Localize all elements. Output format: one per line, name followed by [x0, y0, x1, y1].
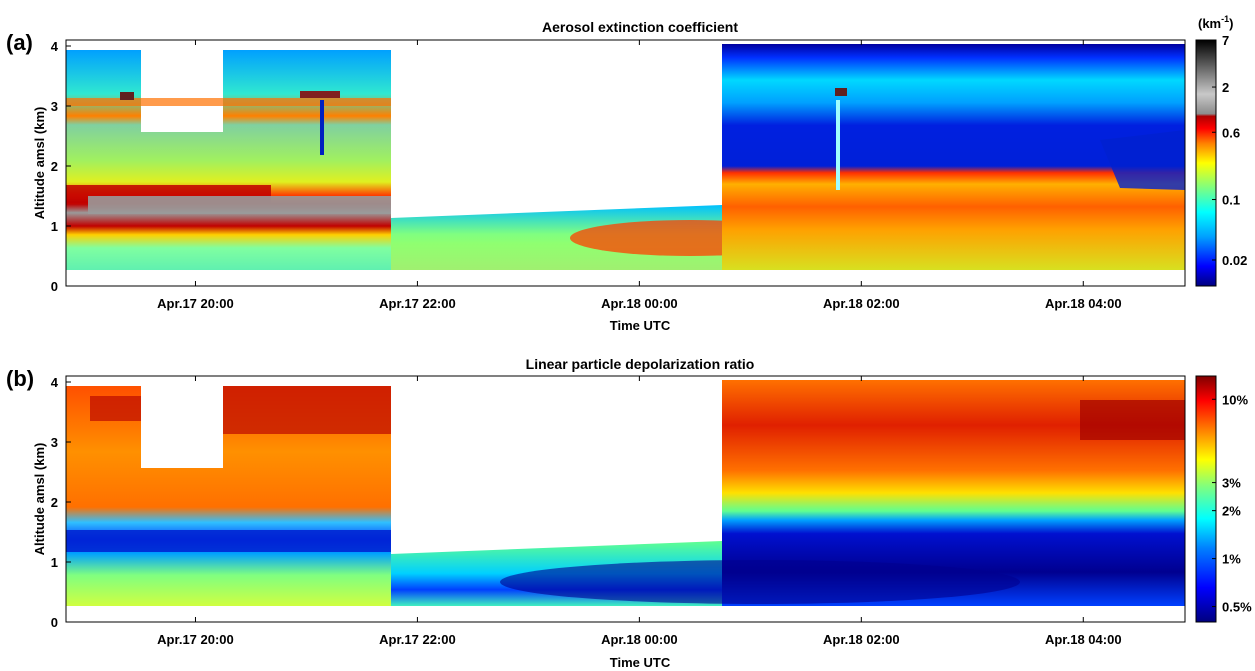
x-tick-label: Apr.18 04:00 [1045, 296, 1122, 311]
colorbar-tick-label: 0.5% [1222, 600, 1252, 615]
x-tick-label: Apr.18 02:00 [823, 632, 900, 647]
colorbar-tick-label: 0.02 [1222, 253, 1247, 268]
heatmap-region-a1 [66, 50, 391, 270]
colorbar-a [1195, 39, 1217, 287]
colorbar-a-unit: (km-1) [1198, 14, 1233, 31]
panel-b-frame [65, 375, 1186, 623]
y-tick-label: 0 [51, 279, 58, 294]
y-tick-label: 1 [51, 555, 58, 570]
panel-a-axes: Apr.17 20:00 Apr.17 22:00 Apr.18 00:00 Apr.… [32, 39, 1186, 333]
panel-b-xlabel: Time UTC [610, 655, 671, 670]
low-depol-layer-b [66, 530, 391, 552]
panel-a-heatmap [66, 40, 1185, 270]
panel-a-colorbar: (km-1) 7 2 0.6 0.1 0.02 [1195, 14, 1247, 287]
streak-a1 [320, 100, 324, 155]
y-tick-label: 2 [51, 495, 58, 510]
panel-b: (b) Linear particle depolarization ratio… [6, 356, 1252, 670]
colorbar-tick-label: 1% [1222, 552, 1241, 567]
y-tick-label: 1 [51, 219, 58, 234]
cloud-a1 [120, 92, 134, 100]
colorbar-tick-label: 3% [1222, 476, 1241, 491]
colorbar-tick-label: 0.6 [1222, 125, 1240, 140]
clean-air-a [1100, 130, 1185, 190]
y-tick-label: 3 [51, 435, 58, 450]
data-gap-a [141, 40, 223, 132]
colorbar-tick-label: 10% [1222, 392, 1248, 407]
cloud-a2 [300, 91, 340, 98]
panel-a-frame [65, 39, 1186, 287]
panel-b-label: (b) [6, 366, 34, 391]
colorbar-tick-label: 2 [1222, 80, 1229, 95]
x-tick-label: Apr.18 00:00 [601, 296, 678, 311]
panel-b-axes: Apr.17 20:00 Apr.17 22:00 Apr.18 00:00 Apr.… [32, 375, 1186, 670]
colorbar-tick-label: 0.1 [1222, 193, 1240, 208]
panel-b-ticks: Apr.17 20:00 Apr.17 22:00 Apr.18 00:00 Apr.… [51, 375, 1122, 647]
panel-b-heatmap [66, 376, 1185, 606]
colorbar-tick-label: 7 [1222, 33, 1229, 48]
streak-a2 [836, 100, 840, 190]
panel-b-colorbar: 10% 3% 2% 1% 0.5% [1195, 375, 1252, 623]
x-tick-label: Apr.17 22:00 [379, 296, 456, 311]
elevated-layer-a [66, 98, 391, 106]
high-depol-b3 [1080, 400, 1185, 440]
panel-a-title: Aerosol extinction coefficient [542, 19, 738, 35]
data-gap-b [141, 376, 223, 468]
colorbar-b [1195, 375, 1217, 623]
y-tick-label: 3 [51, 99, 58, 114]
panel-a-ticks: Apr.17 20:00 Apr.17 22:00 Apr.18 00:00 Apr.… [51, 39, 1122, 311]
y-tick-label: 2 [51, 159, 58, 174]
x-tick-label: Apr.18 02:00 [823, 296, 900, 311]
colorbar-a-ticks: 7 2 0.6 0.1 0.02 [1212, 33, 1247, 268]
x-tick-label: Apr.18 04:00 [1045, 632, 1122, 647]
x-tick-label: Apr.17 22:00 [379, 632, 456, 647]
panel-a-xlabel: Time UTC [610, 318, 671, 333]
cloud-a3 [835, 88, 847, 96]
colorbar-b-ticks: 10% 3% 2% 1% 0.5% [1212, 392, 1252, 615]
colorbar-tick-label: 2% [1222, 504, 1241, 519]
high-depol-b1 [223, 386, 391, 434]
y-tick-label: 0 [51, 615, 58, 630]
panel-a-label: (a) [6, 30, 33, 55]
x-tick-label: Apr.18 00:00 [601, 632, 678, 647]
y-tick-label: 4 [51, 375, 59, 390]
low-depol-pbl-b [500, 560, 1020, 604]
panel-b-ylabel: Altitude amsl (km) [32, 443, 47, 556]
panel-a-ylabel: Altitude amsl (km) [32, 107, 47, 220]
panel-a: (a) Aerosol extinction coefficient Apr.1… [6, 14, 1247, 333]
x-tick-label: Apr.17 20:00 [157, 296, 234, 311]
y-tick-label: 4 [51, 39, 59, 54]
dense-layer-a [88, 196, 391, 214]
high-depol-b2 [90, 396, 141, 421]
x-tick-label: Apr.17 20:00 [157, 632, 234, 647]
panel-b-title: Linear particle depolarization ratio [526, 356, 755, 372]
